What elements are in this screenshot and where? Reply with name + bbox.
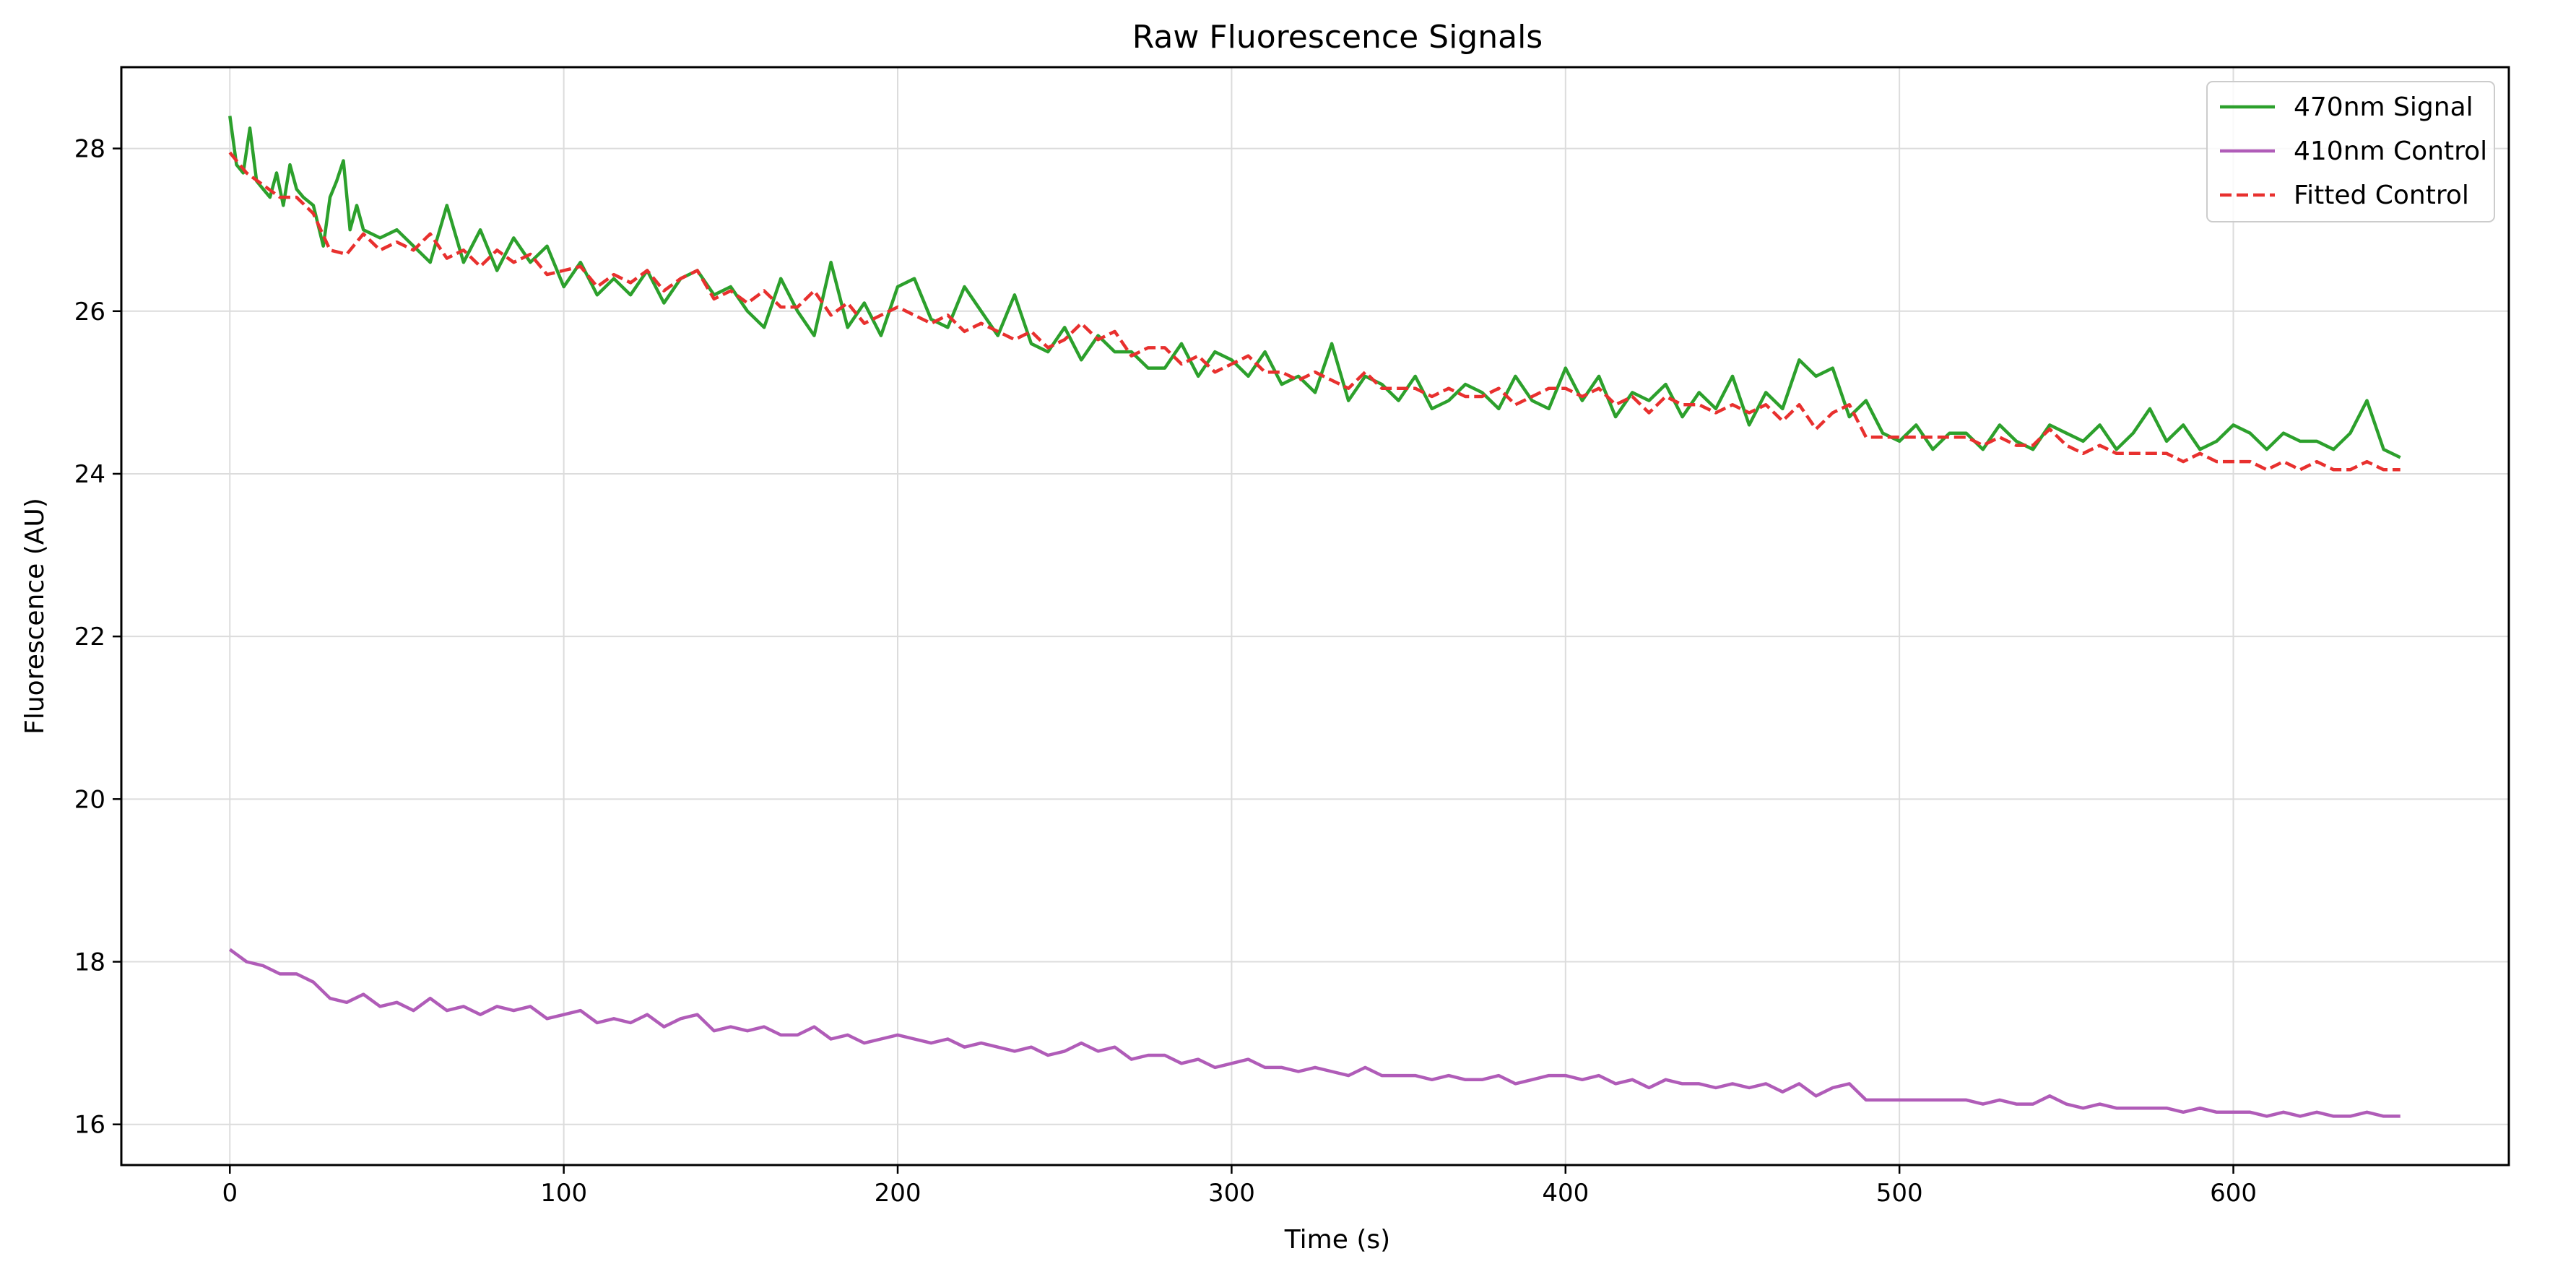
y-tick-label: 16 bbox=[74, 1111, 105, 1140]
series-line-fitted-control bbox=[228, 151, 2401, 472]
y-tick-label: 22 bbox=[74, 623, 105, 652]
legend-label-470nm-signal: 470nm Signal bbox=[2294, 92, 2473, 122]
legend-label-fitted-control: Fitted Control bbox=[2294, 181, 2469, 210]
grid bbox=[121, 67, 2509, 1165]
series-line-470nm-signal bbox=[228, 116, 2401, 459]
legend-label-410nm-control: 410nm Control bbox=[2294, 137, 2487, 166]
y-axis: 16 18 20 22 24 26 28 bbox=[74, 135, 121, 1140]
x-axis: 0 100 200 300 400 500 600 bbox=[222, 1165, 2257, 1208]
x-tick-label: 300 bbox=[1208, 1179, 1255, 1208]
x-tick-label: 0 bbox=[222, 1179, 238, 1208]
plot-frame bbox=[120, 66, 2510, 1166]
y-tick-label: 26 bbox=[74, 298, 105, 326]
x-tick-label: 600 bbox=[2210, 1179, 2257, 1208]
series-line-410nm-control bbox=[228, 948, 2401, 1118]
y-tick-label: 24 bbox=[74, 460, 105, 489]
x-tick-label: 200 bbox=[875, 1179, 921, 1208]
x-tick-label: 400 bbox=[1542, 1179, 1589, 1208]
x-tick-label: 500 bbox=[1876, 1179, 1923, 1208]
plot-lines bbox=[228, 116, 2401, 1118]
y-tick-label: 20 bbox=[74, 785, 105, 814]
y-tick-label: 18 bbox=[74, 948, 105, 977]
x-tick-label: 100 bbox=[540, 1179, 587, 1208]
y-tick-label: 28 bbox=[74, 135, 105, 164]
x-axis-label: Time (s) bbox=[1284, 1225, 1390, 1255]
legend-box bbox=[2206, 81, 2495, 222]
chart-title: Raw Fluorescence Signals bbox=[1132, 19, 1543, 56]
legend: 470nm Signal 410nm Control Fitted Control bbox=[2206, 81, 2495, 222]
y-axis-label: Fluorescence (AU) bbox=[20, 498, 50, 735]
